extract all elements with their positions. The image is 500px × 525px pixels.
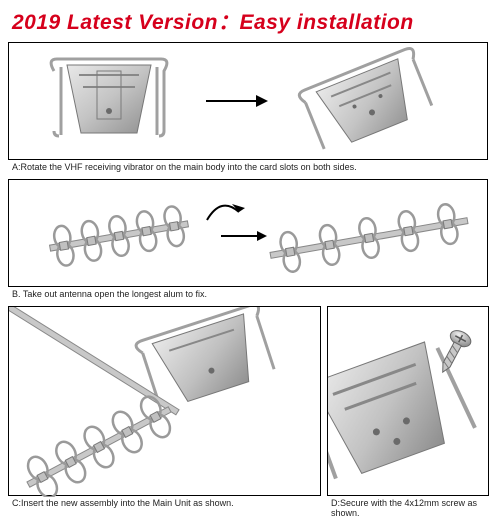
caption-a: A:Rotate the VHF receiving vibrator on t…: [12, 162, 492, 173]
page-title: 2019 Latest Version：Easy installation: [12, 6, 492, 36]
panel-step-d: [327, 306, 489, 496]
arrow-right-icon: [206, 95, 268, 107]
caption-c: C:Insert the new assembly into the Main …: [12, 498, 321, 509]
panel-step-a: [8, 42, 488, 160]
arrow-right-icon: [221, 231, 267, 241]
caption-d: D:Secure with the 4x12mm screw as shown.: [331, 498, 492, 520]
curve-arrow-icon: [207, 204, 245, 220]
panel-step-b: [8, 179, 488, 287]
panel-step-c: [8, 306, 321, 496]
caption-b: B. Take out antenna open the longest alu…: [12, 289, 492, 300]
